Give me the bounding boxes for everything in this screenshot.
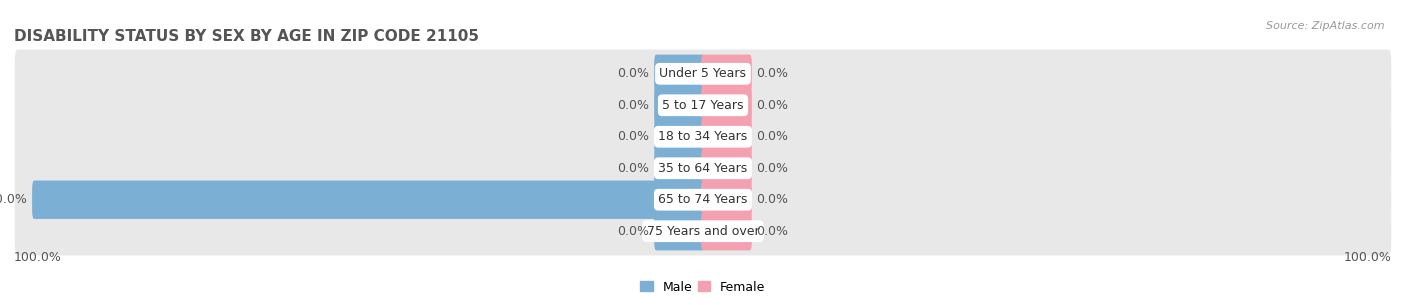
- FancyBboxPatch shape: [14, 175, 1392, 224]
- Text: 0.0%: 0.0%: [756, 130, 789, 143]
- FancyBboxPatch shape: [702, 86, 752, 124]
- Text: 75 Years and over: 75 Years and over: [647, 225, 759, 238]
- Legend: Male, Female: Male, Female: [636, 275, 770, 299]
- Text: 18 to 34 Years: 18 to 34 Years: [658, 130, 748, 143]
- Text: 100.0%: 100.0%: [0, 193, 28, 206]
- FancyBboxPatch shape: [654, 86, 704, 124]
- FancyBboxPatch shape: [14, 49, 1392, 98]
- Text: 0.0%: 0.0%: [617, 162, 650, 175]
- Text: 0.0%: 0.0%: [756, 67, 789, 80]
- FancyBboxPatch shape: [14, 81, 1392, 130]
- Text: 0.0%: 0.0%: [617, 225, 650, 238]
- FancyBboxPatch shape: [654, 55, 704, 93]
- FancyBboxPatch shape: [702, 117, 752, 156]
- Text: Under 5 Years: Under 5 Years: [659, 67, 747, 80]
- Text: 0.0%: 0.0%: [756, 225, 789, 238]
- FancyBboxPatch shape: [14, 113, 1392, 161]
- Text: DISABILITY STATUS BY SEX BY AGE IN ZIP CODE 21105: DISABILITY STATUS BY SEX BY AGE IN ZIP C…: [14, 29, 479, 44]
- Text: 0.0%: 0.0%: [756, 162, 789, 175]
- FancyBboxPatch shape: [702, 181, 752, 219]
- FancyBboxPatch shape: [654, 117, 704, 156]
- Text: 100.0%: 100.0%: [14, 251, 62, 264]
- FancyBboxPatch shape: [654, 149, 704, 188]
- Text: 35 to 64 Years: 35 to 64 Years: [658, 162, 748, 175]
- FancyBboxPatch shape: [702, 212, 752, 250]
- Text: 65 to 74 Years: 65 to 74 Years: [658, 193, 748, 206]
- FancyBboxPatch shape: [32, 181, 704, 219]
- FancyBboxPatch shape: [702, 55, 752, 93]
- Text: Source: ZipAtlas.com: Source: ZipAtlas.com: [1267, 21, 1385, 31]
- Text: 100.0%: 100.0%: [1344, 251, 1392, 264]
- Text: 0.0%: 0.0%: [756, 99, 789, 112]
- Text: 0.0%: 0.0%: [617, 67, 650, 80]
- Text: 0.0%: 0.0%: [617, 130, 650, 143]
- FancyBboxPatch shape: [654, 212, 704, 250]
- Text: 0.0%: 0.0%: [756, 193, 789, 206]
- Text: 5 to 17 Years: 5 to 17 Years: [662, 99, 744, 112]
- FancyBboxPatch shape: [14, 144, 1392, 192]
- Text: 0.0%: 0.0%: [617, 99, 650, 112]
- FancyBboxPatch shape: [702, 149, 752, 188]
- FancyBboxPatch shape: [14, 207, 1392, 256]
